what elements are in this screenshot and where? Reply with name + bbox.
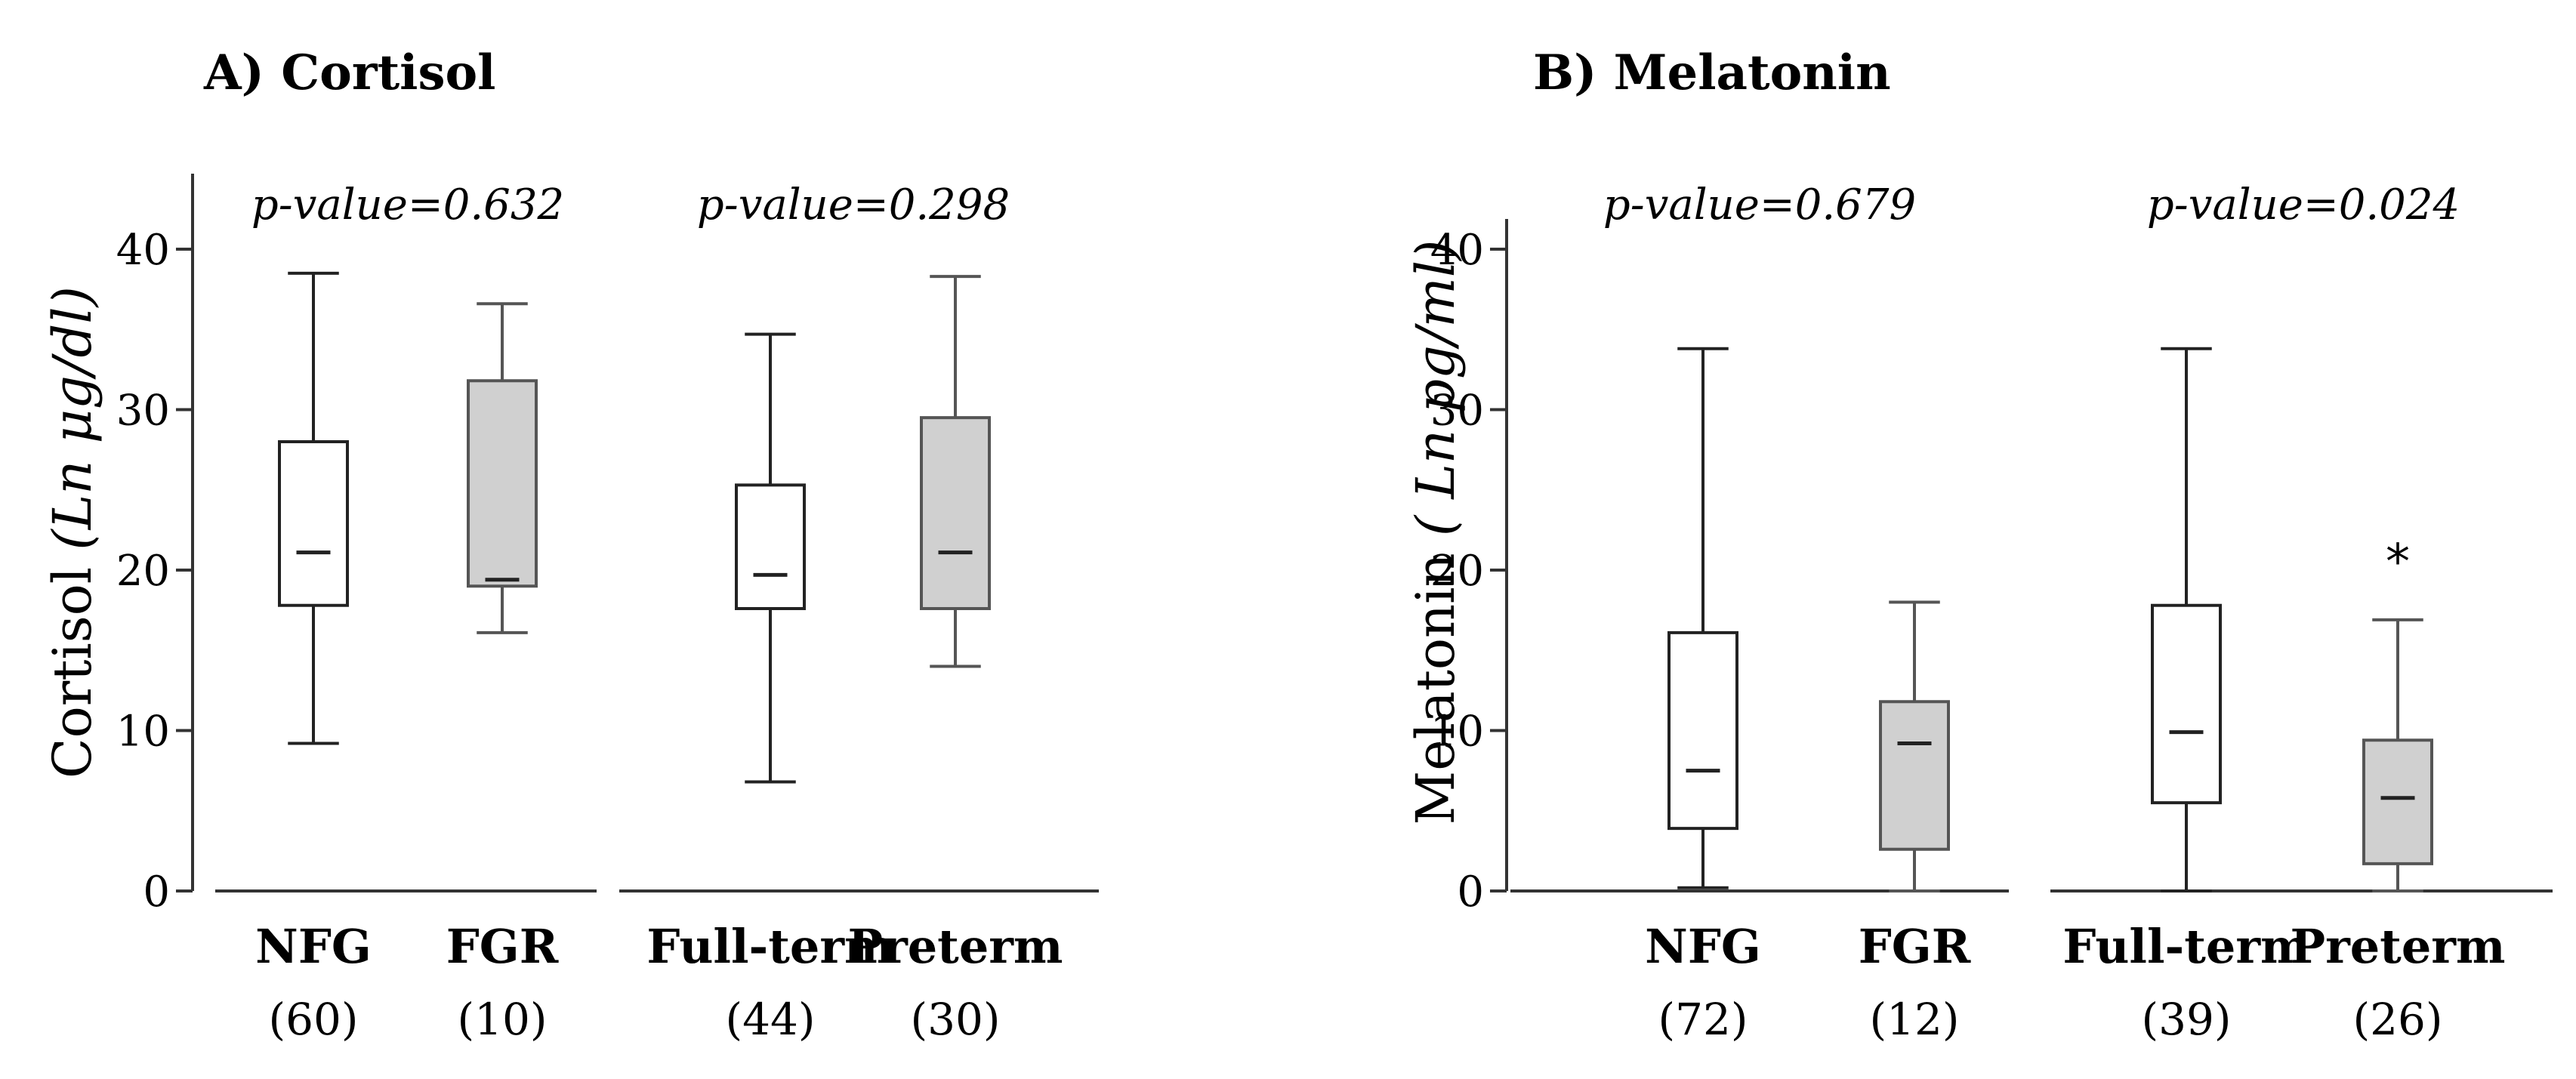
category-count: (60) xyxy=(268,994,358,1045)
y-tick-label: 20 xyxy=(1430,547,1484,596)
panel-cortisol: A) Cortisol 0 10 20 30 40 Cortisol (Ln μg/dl) p… xyxy=(42,45,1099,1045)
group-1: p-value=0.632 NFG (60) FGR (10) xyxy=(215,180,597,1045)
y-axis-label-text: Cortisol xyxy=(42,550,103,778)
y-tick-label: 0 xyxy=(143,868,170,917)
y-axis-label: Melatonin ( Ln pg/ml) xyxy=(1405,240,1467,825)
box-fullterm: Full-term (39) xyxy=(2062,347,2310,1045)
p-value-label: p-value=0.679 xyxy=(1603,180,1916,230)
box-iqr xyxy=(1667,630,1738,831)
box-iqr xyxy=(920,416,991,610)
category-label: Full-term xyxy=(646,919,893,974)
box-fgr: FGR (12) xyxy=(1859,600,1971,1045)
box-iqr xyxy=(467,379,538,588)
category-count: (39) xyxy=(2141,994,2231,1045)
box-fgr: FGR (10) xyxy=(446,302,559,1045)
group-2: p-value=0.024 Full-term (39) * Preterm (26) xyxy=(2050,180,2553,1045)
p-value-label: p-value=0.632 xyxy=(251,180,564,230)
category-label: FGR xyxy=(1859,919,1971,974)
category-label: NFG xyxy=(255,919,372,974)
y-tick-label: 20 xyxy=(116,547,170,596)
y-tick-label: 10 xyxy=(116,708,170,757)
category-label: Preterm xyxy=(847,919,1063,974)
y-tick-label: 40 xyxy=(116,226,170,275)
significance-marker: * xyxy=(2386,535,2410,590)
p-value-label: p-value=0.024 xyxy=(2147,180,2460,230)
box-nfg: NFG (72) xyxy=(1645,347,1761,1045)
y-axis-label: Cortisol (Ln μg/dl) xyxy=(42,286,103,778)
category-label: FGR xyxy=(446,919,559,974)
group-2: p-value=0.298 Full-term (44) Preterm (30) xyxy=(619,180,1099,1045)
category-count: (44) xyxy=(725,994,815,1045)
p-value-label: p-value=0.298 xyxy=(697,180,1010,230)
box-iqr xyxy=(2362,738,2433,865)
y-axis-label-unit: ( Ln pg/ml) xyxy=(1405,240,1467,537)
panel-title: B) Melatonin xyxy=(1533,45,1891,101)
box-iqr xyxy=(278,440,349,607)
y-tick-label: 0 xyxy=(1457,868,1484,917)
category-count: (30) xyxy=(910,994,1000,1045)
panel-title: A) Cortisol xyxy=(203,45,495,101)
category-label: NFG xyxy=(1645,919,1761,974)
y-tick-label: 30 xyxy=(116,387,170,436)
category-count: (10) xyxy=(457,994,547,1045)
y-tick-label: 30 xyxy=(1430,387,1484,436)
category-count: (26) xyxy=(2352,994,2442,1045)
y-axis-label-unit: (Ln μg/dl) xyxy=(42,286,103,550)
box-preterm: Preterm (30) xyxy=(847,275,1063,1045)
box-iqr xyxy=(1879,700,1950,851)
category-count: (72) xyxy=(1658,994,1748,1045)
y-tick-label: 10 xyxy=(1430,708,1484,757)
category-label: Full-term xyxy=(2062,919,2309,974)
y-tick-label: 40 xyxy=(1430,226,1484,275)
group-1: p-value=0.679 NFG (72) FGR (12) xyxy=(1510,180,2009,1045)
y-axis-label-text: Melatonin xyxy=(1405,536,1467,825)
box-iqr xyxy=(2151,603,2222,805)
box-fullterm: Full-term (44) xyxy=(646,332,894,1045)
category-count: (12) xyxy=(1869,994,1959,1045)
category-label: Preterm xyxy=(2290,919,2505,974)
box-iqr xyxy=(735,483,806,610)
box-nfg: NFG (60) xyxy=(255,271,372,1045)
box-preterm: * Preterm (26) xyxy=(2290,535,2505,1045)
